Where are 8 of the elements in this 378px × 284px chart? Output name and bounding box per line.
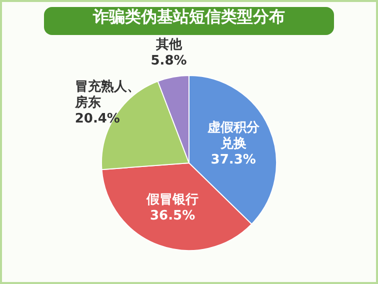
data-label: 5.8% [150, 54, 187, 69]
data-label: 36.5% [150, 208, 196, 224]
chart-title: 诈骗类伪基站短信类型分布 [44, 7, 334, 35]
data-label: 37.3% [210, 152, 256, 168]
slice-label: 假冒银行 [146, 192, 199, 208]
slice-label: 虚假积分兑换 [206, 120, 260, 152]
slice-label: 其他 [154, 38, 183, 53]
slice-label: 冒充熟人、房东 [74, 78, 140, 111]
